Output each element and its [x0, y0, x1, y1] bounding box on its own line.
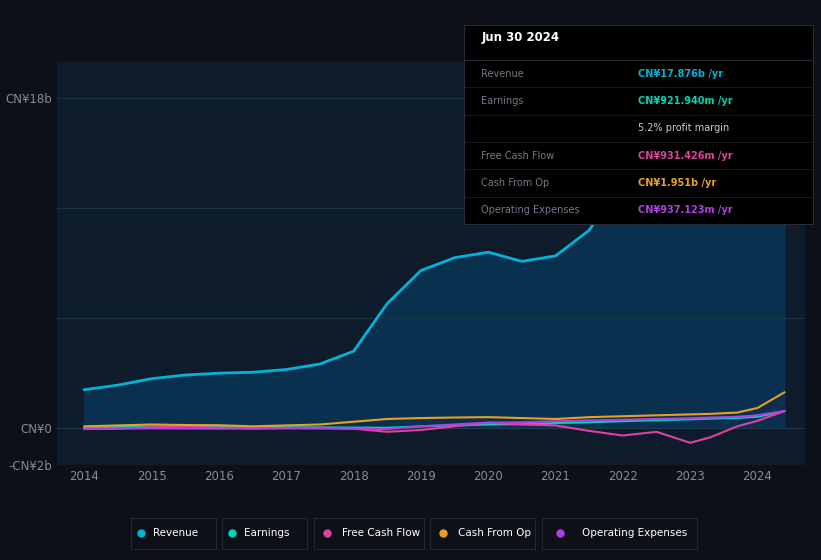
Text: Jun 30 2024: Jun 30 2024 — [481, 31, 559, 44]
Text: Earnings: Earnings — [244, 529, 290, 538]
Text: Operating Expenses: Operating Expenses — [582, 529, 687, 538]
Text: 5.2% profit margin: 5.2% profit margin — [639, 123, 730, 133]
Text: CN¥1.951b /yr: CN¥1.951b /yr — [639, 178, 717, 188]
Text: Free Cash Flow: Free Cash Flow — [481, 151, 554, 161]
Text: Operating Expenses: Operating Expenses — [481, 206, 580, 216]
Text: CN¥921.940m /yr: CN¥921.940m /yr — [639, 96, 733, 106]
Text: Cash From Op: Cash From Op — [457, 529, 530, 538]
Text: Revenue: Revenue — [153, 529, 198, 538]
Text: CN¥931.426m /yr: CN¥931.426m /yr — [639, 151, 733, 161]
Text: Revenue: Revenue — [481, 69, 524, 78]
Text: Earnings: Earnings — [481, 96, 524, 106]
Text: CN¥937.123m /yr: CN¥937.123m /yr — [639, 206, 733, 216]
Text: Cash From Op: Cash From Op — [481, 178, 549, 188]
Text: Free Cash Flow: Free Cash Flow — [342, 529, 420, 538]
Text: CN¥17.876b /yr: CN¥17.876b /yr — [639, 69, 723, 78]
